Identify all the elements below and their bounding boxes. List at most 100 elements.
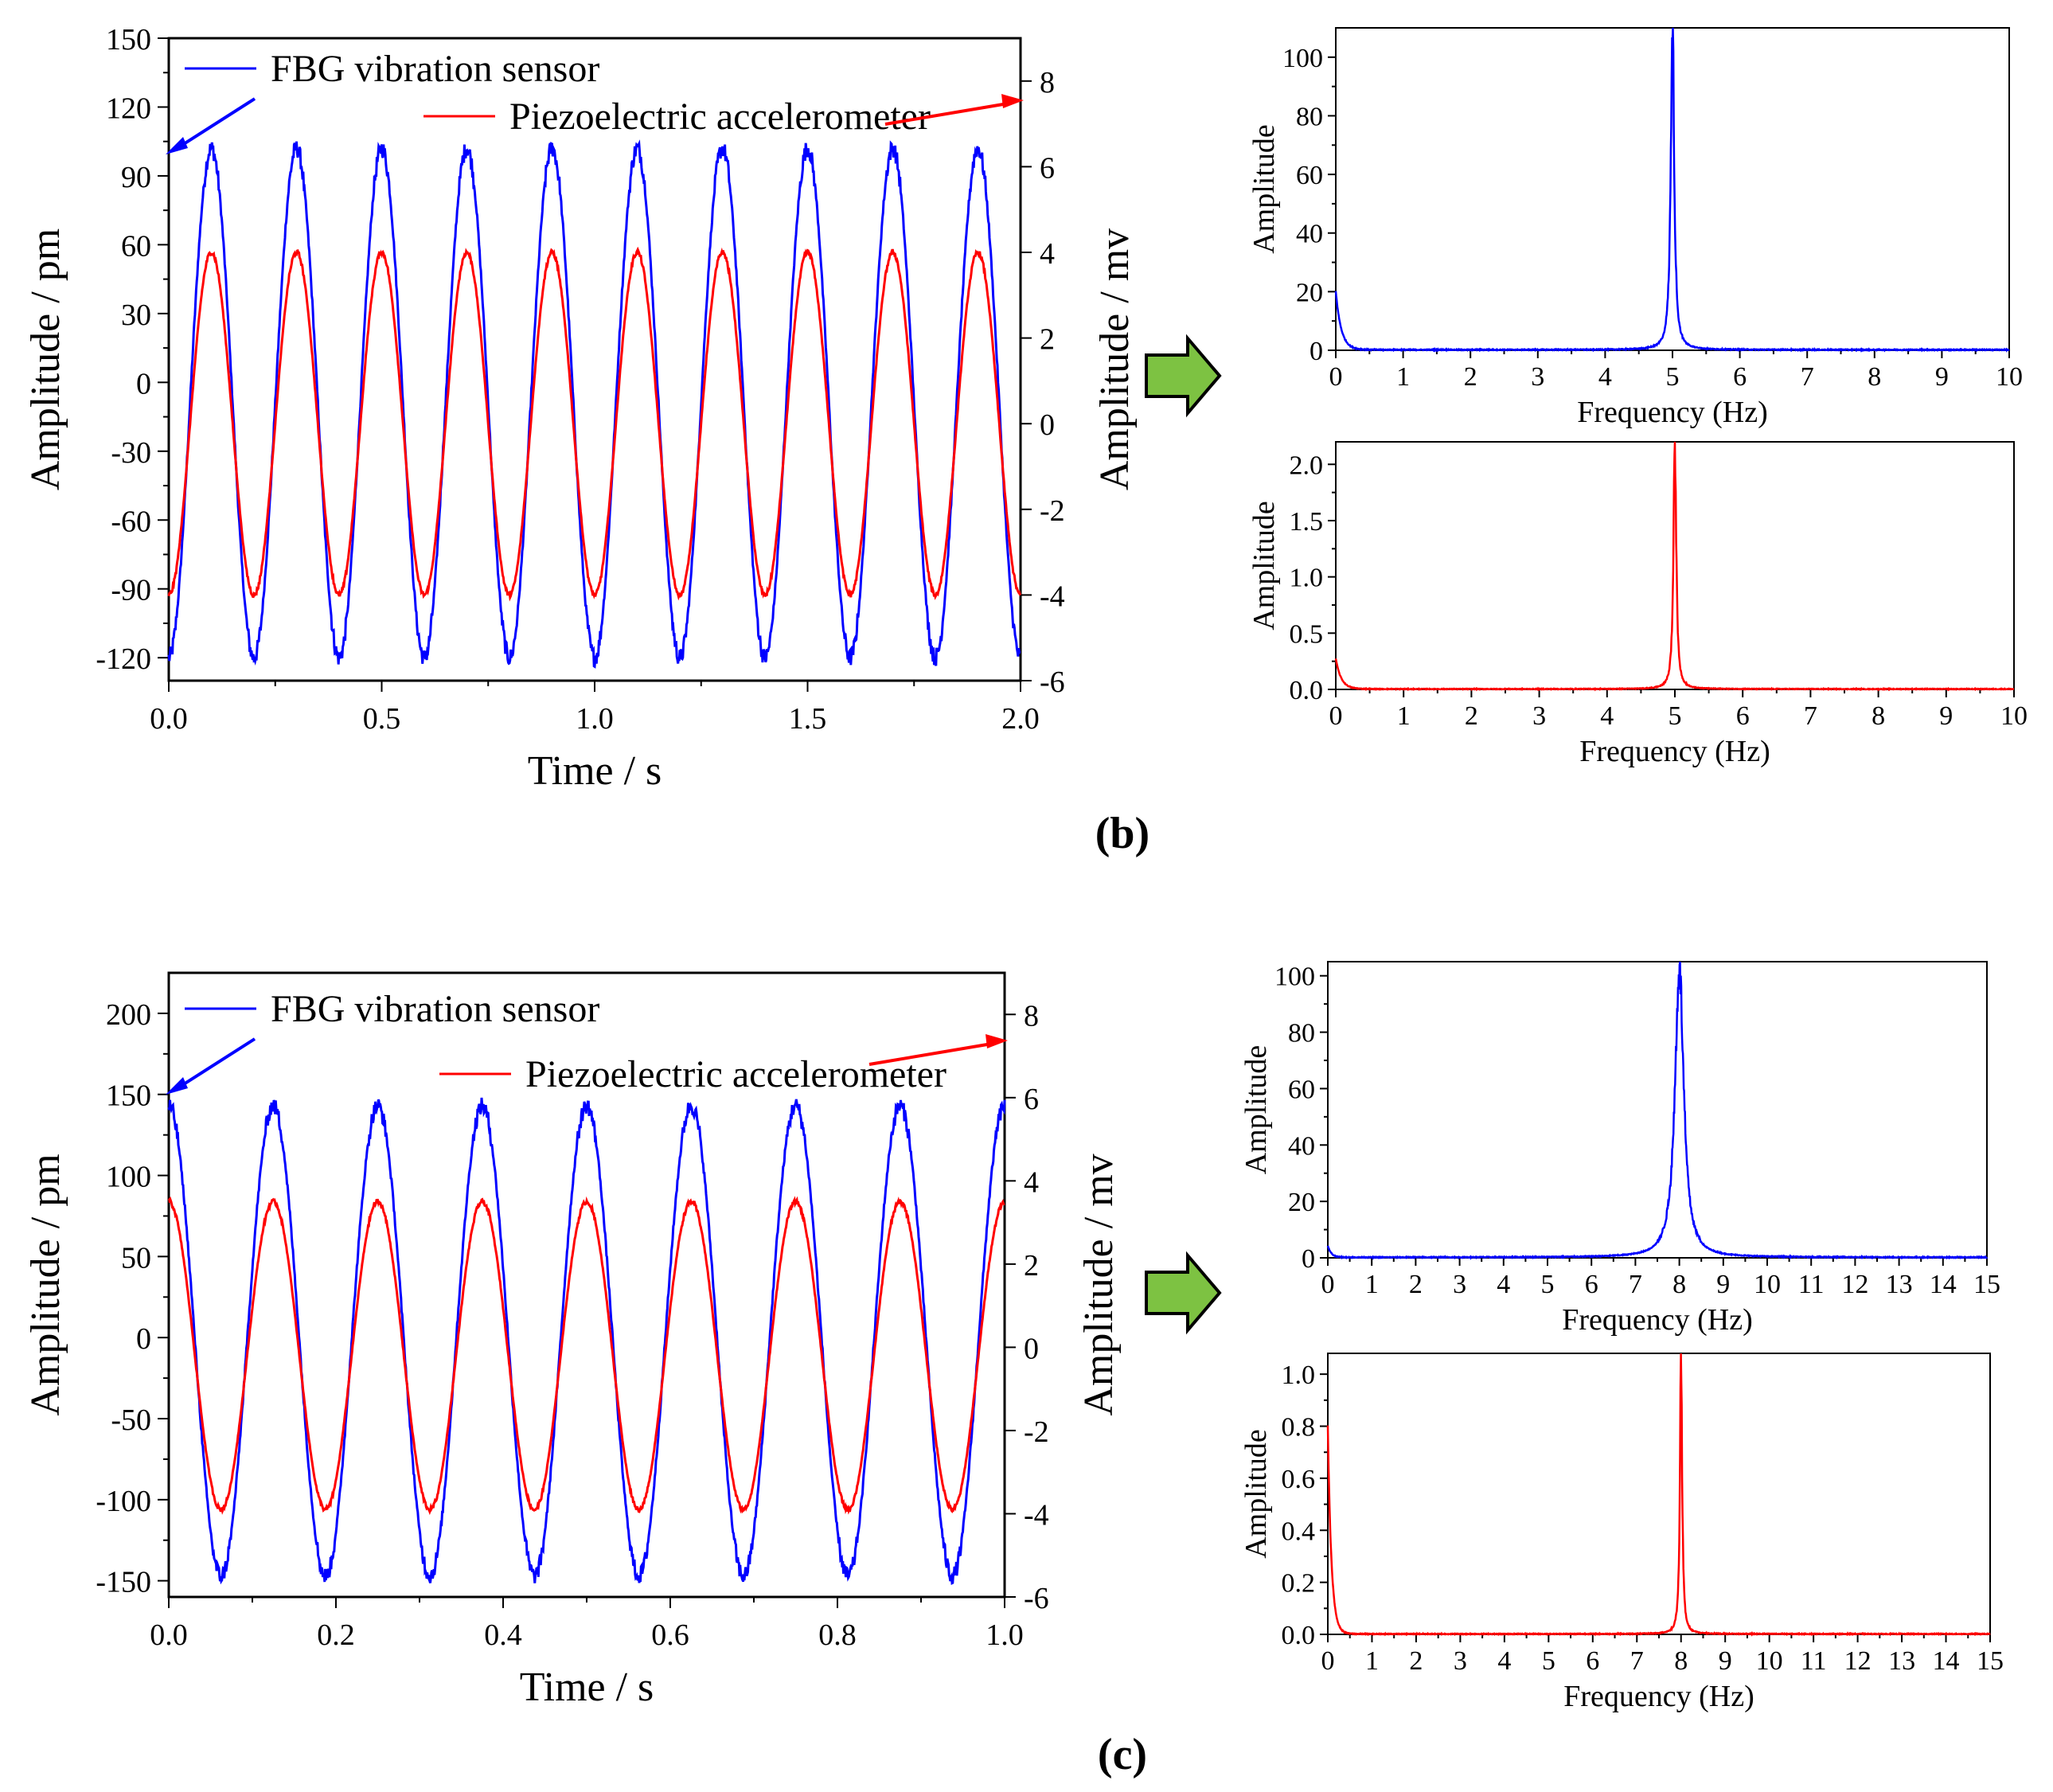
y-tick-label: 0.6 (1282, 1465, 1316, 1494)
y-tick-label: -150 (96, 1566, 151, 1599)
legend-label-fbg: FBG vibration sensor (271, 988, 599, 1030)
fbg-series-line (167, 1097, 1006, 1586)
x-tick-label: 6 (1586, 1646, 1599, 1676)
y-tick-label: 50 (121, 1241, 151, 1275)
legend-label-piezo: Piezoelectric accelerometer (509, 96, 931, 138)
x-tick-label: 2 (1465, 701, 1478, 731)
x-tick-label: 8 (1872, 701, 1885, 731)
x-tick-label: 4 (1497, 1646, 1511, 1676)
x-tick-label: 0.6 (651, 1618, 689, 1652)
y-tick-label: 0.0 (1282, 1621, 1316, 1650)
y-tick-label: 2.0 (1290, 451, 1324, 480)
x-tick-label: 8 (1672, 1270, 1686, 1299)
x-tick-label: 3 (1532, 701, 1546, 731)
y-tick-label: 0.2 (1282, 1569, 1316, 1599)
y-tick-label: 1.5 (1290, 507, 1324, 537)
x-tick-label: 0.4 (484, 1618, 522, 1652)
x-tick-label: 13 (1888, 1646, 1915, 1676)
x-tick-label: 1 (1397, 701, 1411, 731)
panel-label-c: (c) (1098, 1730, 1147, 1779)
fbg-series-line (167, 139, 1021, 669)
y2-tick-label: 4 (1040, 237, 1055, 271)
arrow-right-icon (1145, 1251, 1222, 1335)
y-tick-label: 20 (1296, 278, 1323, 307)
x-tick-label: 0.5 (363, 702, 401, 736)
y-tick-label: 20 (1288, 1188, 1315, 1217)
y2-tick-label: 6 (1040, 151, 1055, 185)
y2-tick-label: -4 (1040, 580, 1065, 613)
y-tick-label: 40 (1296, 220, 1323, 249)
x-tick-label: 10 (1756, 1646, 1783, 1676)
x-tick-label: 10 (1754, 1270, 1781, 1299)
y-tick-label: 0 (136, 1322, 151, 1356)
right-axis-arrow (868, 1042, 993, 1066)
y-tick-label: 1.0 (1282, 1361, 1316, 1390)
y2-tick-label: 6 (1024, 1083, 1039, 1116)
y-tick-label: 60 (1296, 161, 1323, 190)
y-tick-label: 150 (106, 23, 151, 57)
left-axis-arrowhead (166, 1077, 188, 1095)
spectrum-line (1326, 961, 1989, 1260)
x-tick-label: 0 (1321, 1270, 1335, 1299)
x-tick-label: 13 (1886, 1270, 1913, 1299)
y-tick-label: -30 (111, 436, 151, 470)
y-tick-label: 0 (136, 367, 151, 400)
y2-tick-label: 8 (1024, 999, 1039, 1033)
y-tick-label: 0 (1302, 1244, 1315, 1274)
y-tick-label: 0.5 (1290, 619, 1324, 649)
x-tick-label: 12 (1841, 1270, 1868, 1299)
x-axis-title: Frequency (Hz) (1562, 1303, 1753, 1337)
x-tick-label: 0 (1321, 1646, 1335, 1676)
x-tick-label: 0.2 (317, 1618, 355, 1652)
y-tick-label: 1.0 (1290, 564, 1324, 593)
y-tick-label: 100 (1282, 44, 1323, 73)
y-tick-label: 0.8 (1282, 1413, 1316, 1443)
x-tick-label: 3 (1453, 1270, 1466, 1299)
y-tick-label: 30 (121, 299, 151, 332)
x-tick-label: 4 (1600, 701, 1614, 731)
x-tick-label: 1 (1365, 1646, 1379, 1676)
x-tick-label: 5 (1669, 701, 1682, 731)
x-tick-label: 11 (1798, 1270, 1825, 1299)
x-tick-label: 9 (1716, 1270, 1730, 1299)
x-tick-label: 8 (1674, 1646, 1688, 1676)
arrow-right-icon (1145, 334, 1222, 418)
charts-layer: 0.0 0.5 1.0 1.5 2.0-120-90-60-30030609012015… (23, 23, 2028, 1713)
y-tick-label: 100 (106, 1161, 151, 1194)
y2-tick-label: 8 (1040, 66, 1055, 100)
y-tick-label: 80 (1296, 102, 1323, 131)
x-tick-label: 5 (1541, 1270, 1555, 1299)
x-tick-label: 0.0 (150, 702, 188, 736)
y-tick-label: 40 (1288, 1131, 1315, 1161)
x-tick-label: 1.0 (576, 702, 614, 736)
x-tick-label: 6 (1585, 1270, 1598, 1299)
x-tick-label: 1.5 (789, 702, 827, 736)
x-tick-label: 2 (1464, 362, 1477, 392)
spectrum-line (1334, 27, 2010, 353)
y-tick-label: 60 (121, 229, 151, 263)
piezo-series-line (167, 1196, 1005, 1516)
x-tick-label: 0 (1329, 362, 1343, 392)
y-tick-label: 80 (1288, 1019, 1315, 1048)
y2-tick-label: 2 (1024, 1249, 1039, 1283)
plot-c_time: 0.0 0.2 0.4 0.6 0.8 1.0-150-100-5005010015020… (23, 971, 1122, 1710)
x-tick-label: 8 (1868, 362, 1881, 392)
plot-b_time: 0.0 0.5 1.0 1.5 2.0-120-90-60-30030609012015… (23, 23, 1138, 794)
x-axis-title: Time / s (528, 748, 662, 794)
x-tick-label: 1 (1396, 362, 1410, 392)
legend-label-piezo: Piezoelectric accelerometer (525, 1053, 946, 1095)
x-tick-label: 7 (1804, 701, 1817, 731)
y-tick-label: -100 (96, 1485, 151, 1518)
x-tick-label: 3 (1531, 362, 1544, 392)
y2-tick-label: 0 (1040, 408, 1055, 442)
x-tick-label: 14 (1933, 1646, 1960, 1676)
y-tick-label: 100 (1274, 962, 1315, 992)
y2-tick-label: 4 (1024, 1165, 1039, 1199)
left-axis-arrow (178, 1037, 256, 1088)
x-tick-label: 3 (1454, 1646, 1467, 1676)
y-tick-label: -120 (96, 642, 151, 676)
x-tick-label: 12 (1844, 1646, 1872, 1676)
y-axis-title: Amplitude (1247, 124, 1281, 254)
